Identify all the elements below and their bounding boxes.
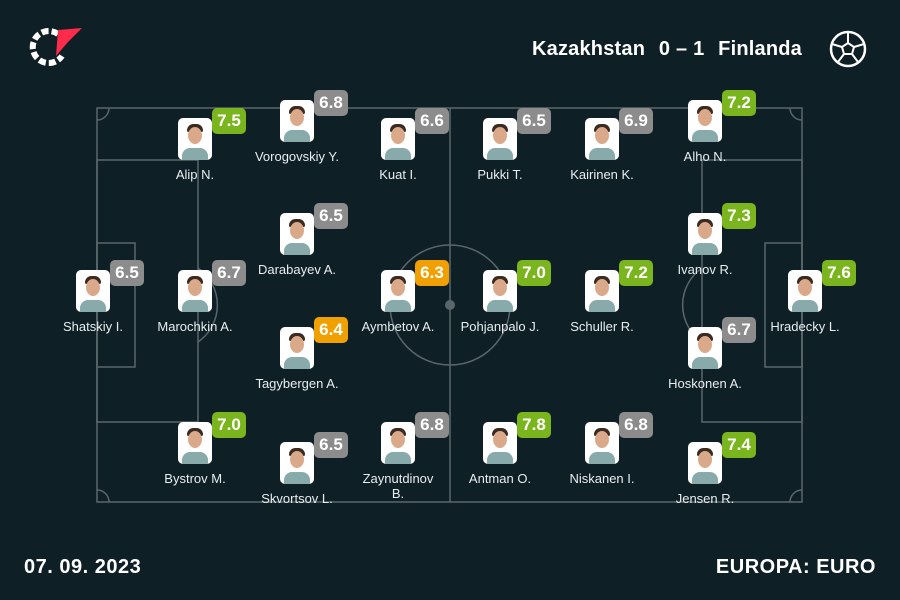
player-photo <box>280 442 314 484</box>
rating-badge: 6.5 <box>517 108 551 134</box>
player-photo <box>585 270 619 312</box>
rating-badge: 6.7 <box>212 260 246 286</box>
football-icon <box>829 30 867 68</box>
player-photo <box>688 442 722 484</box>
player-name: Schuller R. <box>570 319 634 334</box>
player-name: Darabayev A. <box>257 262 337 277</box>
rating-badge: 7.5 <box>212 108 246 134</box>
home-team: Kazakhstan <box>532 38 646 60</box>
player-photo <box>788 270 822 312</box>
rating-badge: 7.6 <box>822 260 856 286</box>
player-name: Shatskiy I. <box>63 319 123 334</box>
rating-badge: 6.5 <box>314 432 348 458</box>
player-name: Antman O. <box>468 471 532 486</box>
brand-logo <box>29 28 82 67</box>
player-card[interactable]: 6.7 Hoskonen A. <box>650 317 760 391</box>
player-card[interactable]: 6.9 Kairinen K. <box>547 108 657 182</box>
player-name: Skvortsov L. <box>261 491 333 506</box>
player-photo <box>178 270 212 312</box>
away-team: Finlanda <box>718 38 802 60</box>
rating-badge: 6.6 <box>415 108 449 134</box>
rating-badge: 6.7 <box>722 317 756 343</box>
match-date: 07. 09. 2023 <box>24 556 142 578</box>
rating-badge: 6.5 <box>110 260 144 286</box>
player-card[interactable]: 7.6 Hradecky L. <box>750 260 860 334</box>
player-name: Jensen R. <box>675 491 735 506</box>
player-name: Zaynutdinov B. <box>362 471 434 501</box>
rating-badge: 7.2 <box>619 260 653 286</box>
player-photo <box>483 422 517 464</box>
player-card[interactable]: 6.7 Marochkin A. <box>140 260 250 334</box>
player-photo <box>76 270 110 312</box>
player-card[interactable]: 7.5 Alip N. <box>140 108 250 182</box>
player-card[interactable]: 6.8 Vorogovskiy Y. <box>242 90 352 164</box>
player-name: Tagybergen A. <box>255 376 339 391</box>
player-photo <box>688 100 722 142</box>
player-photo <box>381 270 415 312</box>
player-name: Pohjanpalo J. <box>460 319 540 334</box>
player-card[interactable]: 7.0 Pohjanpalo J. <box>445 260 555 334</box>
competition: EUROPA: EURO <box>715 556 876 578</box>
rating-badge: 7.0 <box>212 412 246 438</box>
player-photo <box>483 270 517 312</box>
player-card[interactable]: 7.2 Schuller R. <box>547 260 657 334</box>
player-photo <box>280 213 314 255</box>
player-name: Kuat I. <box>379 167 417 182</box>
player-card[interactable]: 6.3 Aymbetov A. <box>343 260 453 334</box>
player-photo <box>585 422 619 464</box>
player-photo <box>178 118 212 160</box>
player-photo <box>381 118 415 160</box>
rating-badge: 6.9 <box>619 108 653 134</box>
player-name: Bystrov M. <box>164 471 226 486</box>
player-name: Niskanen I. <box>569 471 635 486</box>
rating-badge: 6.8 <box>415 412 449 438</box>
player-photo <box>688 213 722 255</box>
player-card[interactable]: 6.8 Zaynutdinov B. <box>358 412 449 501</box>
player-card[interactable]: 6.4 Tagybergen A. <box>242 317 352 391</box>
player-photo <box>280 100 314 142</box>
score: 0 – 1 <box>658 38 705 60</box>
rating-badge: 7.4 <box>722 432 756 458</box>
player-card[interactable]: 6.5 Pukki T. <box>445 108 555 182</box>
player-photo <box>585 118 619 160</box>
rating-badge: 7.0 <box>517 260 551 286</box>
player-photo <box>381 422 415 464</box>
player-name: Marochkin A. <box>157 319 233 334</box>
player-card[interactable]: 6.5 Shatskiy I. <box>38 260 148 334</box>
rating-badge: 6.3 <box>415 260 449 286</box>
rating-badge: 7.8 <box>517 412 551 438</box>
player-name: Aymbetov A. <box>361 319 435 334</box>
player-name: Vorogovskiy Y. <box>254 149 340 164</box>
player-name: Alho N. <box>683 149 727 164</box>
rating-badge: 6.5 <box>314 203 348 229</box>
player-name: Hradecky L. <box>770 319 840 334</box>
player-card[interactable]: 7.4 Jensen R. <box>650 432 760 506</box>
player-card[interactable]: 7.3 Ivanov R. <box>650 203 760 277</box>
rating-badge: 6.8 <box>619 412 653 438</box>
player-name: Kairinen K. <box>570 167 634 182</box>
player-photo <box>280 327 314 369</box>
player-photo <box>483 118 517 160</box>
player-name: Hoskonen A. <box>668 376 742 391</box>
rating-badge: 7.3 <box>722 203 756 229</box>
player-photo <box>688 327 722 369</box>
player-card[interactable]: 6.5 Skvortsov L. <box>242 432 352 506</box>
player-name: Alip N. <box>175 167 215 182</box>
player-card[interactable]: 7.8 Antman O. <box>445 412 555 486</box>
player-card[interactable]: 7.0 Bystrov M. <box>140 412 250 486</box>
player-card[interactable]: 6.6 Kuat I. <box>343 108 453 182</box>
player-name: Ivanov R. <box>677 262 733 277</box>
player-card[interactable]: 7.2 Alho N. <box>650 90 760 164</box>
player-photo <box>178 422 212 464</box>
player-card[interactable]: 6.5 Darabayev A. <box>242 203 352 277</box>
rating-badge: 6.4 <box>314 317 348 343</box>
player-card[interactable]: 6.8 Niskanen I. <box>547 412 657 486</box>
rating-badge: 6.8 <box>314 90 348 116</box>
player-name: Pukki T. <box>477 167 523 182</box>
rating-badge: 7.2 <box>722 90 756 116</box>
match-score: Kazakhstan 0 – 1 Finlanda <box>528 38 806 61</box>
